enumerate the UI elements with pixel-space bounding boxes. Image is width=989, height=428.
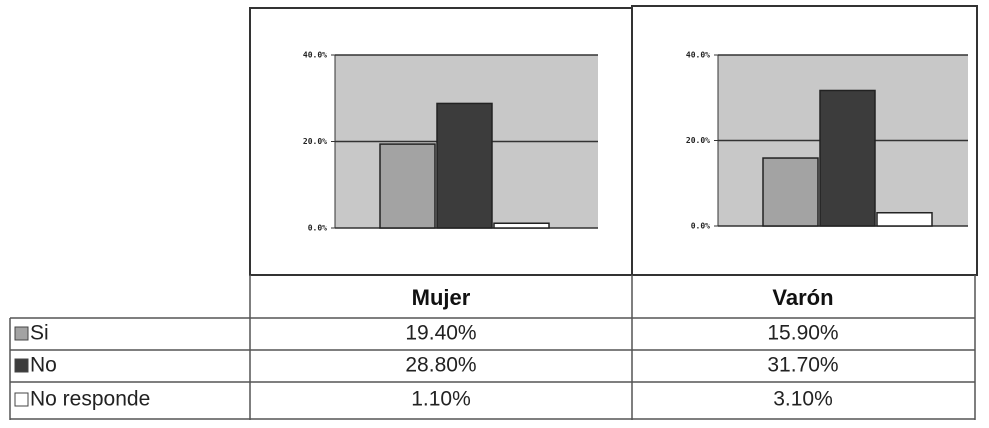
table-cell: 19.40% (405, 322, 476, 345)
y-tick-label: 40.0% (303, 51, 327, 60)
legend-swatch (14, 326, 29, 341)
y-tick-label: 20.0% (686, 136, 710, 145)
bar (436, 102, 493, 229)
legend-swatch (14, 358, 29, 373)
y-tick-label: 0.0% (308, 224, 327, 233)
row-label: Si (30, 322, 49, 345)
y-tick-label: 20.0% (303, 137, 327, 146)
legend-swatch (14, 392, 29, 407)
column-header: Mujer (412, 285, 471, 310)
table-grid (9, 275, 976, 420)
bar (762, 157, 819, 227)
bar (379, 143, 436, 229)
column-header: Varón (772, 285, 833, 310)
y-tick-label: 0.0% (691, 222, 710, 231)
bar (876, 211, 933, 227)
table-cell: 3.10% (773, 388, 833, 411)
table-cell: 15.90% (767, 322, 838, 345)
bar (819, 89, 876, 227)
table-cell: 28.80% (405, 354, 476, 377)
bar (493, 222, 550, 229)
row-label: No (30, 354, 57, 377)
table-cell: 1.10% (411, 388, 471, 411)
y-tick-label: 40.0% (686, 51, 710, 60)
row-label: No responde (30, 388, 150, 411)
table-cell: 31.70% (767, 354, 838, 377)
